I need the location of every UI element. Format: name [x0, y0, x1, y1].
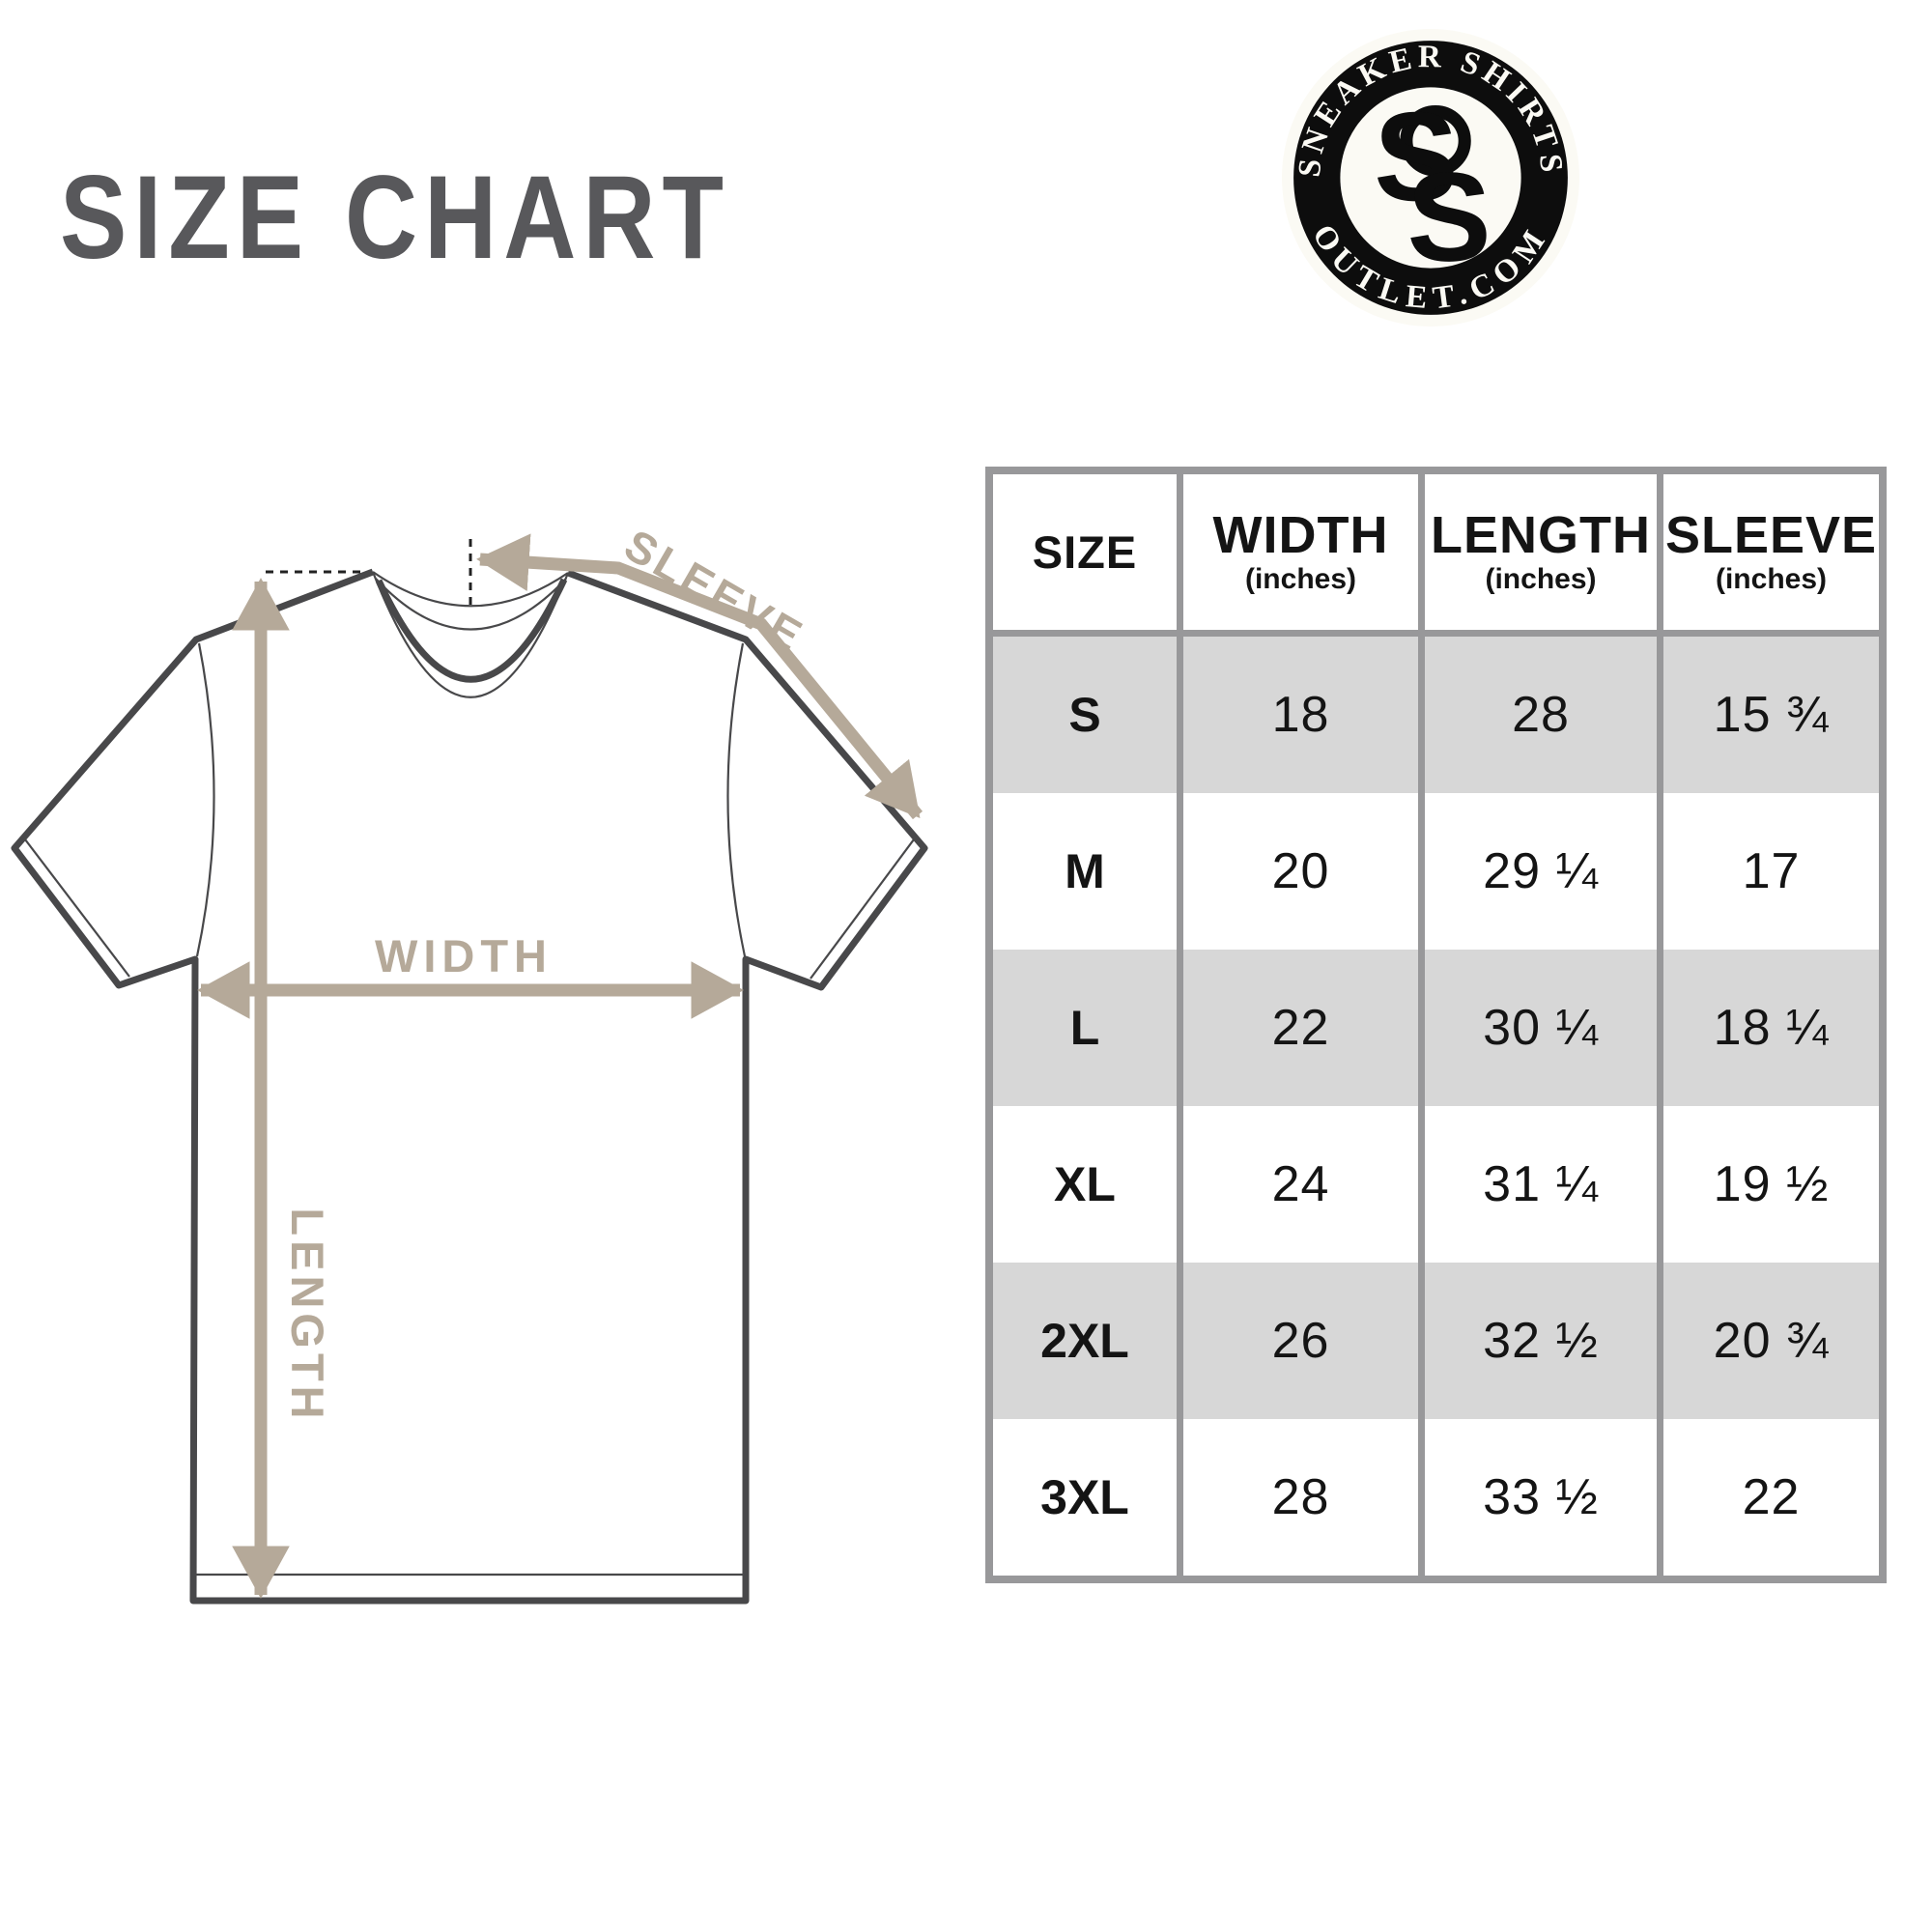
armhole-left — [195, 642, 215, 957]
table-row-m: M 20 29 ¼ 17 — [993, 793, 1879, 950]
guide-lines — [266, 539, 472, 609]
header-cell-sleeve: SLEEVE (inches) — [1663, 474, 1879, 630]
length-measure-label: LENGTH — [282, 1208, 333, 1423]
header-label: LENGTH — [1431, 506, 1651, 565]
header-sub-label: (inches) — [1715, 562, 1828, 595]
size-cell: 2XL — [993, 1263, 1177, 1419]
width-cell: 18 — [1183, 637, 1418, 793]
width-cell: 26 — [1183, 1263, 1418, 1419]
size-cell: S — [993, 637, 1177, 793]
sleeve-arrow — [476, 533, 923, 820]
length-cell: 29 ¼ — [1425, 793, 1657, 950]
monogram-s2: S — [1406, 147, 1491, 288]
width-cell: 20 — [1183, 793, 1418, 950]
width-cell: 22 — [1183, 950, 1418, 1106]
page-title: SIZE CHART — [60, 152, 730, 285]
size-cell: 3XL — [993, 1419, 1177, 1576]
size-table: SIZE WIDTH (inches) LENGTH (inches) SLEE… — [985, 467, 1887, 1583]
width-measure-label: WIDTH — [375, 930, 553, 981]
table-row-l: L 22 30 ¼ 18 ¼ — [993, 950, 1879, 1106]
width-cell: 28 — [1183, 1419, 1418, 1576]
length-cell: 32 ½ — [1425, 1263, 1657, 1419]
table-row-s: S 18 28 15 ¾ — [993, 637, 1879, 793]
monogram-o-icon — [1400, 105, 1471, 177]
header-label: WIDTH — [1212, 506, 1389, 565]
header-cell-width: WIDTH (inches) — [1183, 474, 1418, 630]
size-cell: XL — [993, 1106, 1177, 1263]
sleeve-cell: 15 ¾ — [1663, 637, 1879, 793]
sleeve-cell: 19 ½ — [1663, 1106, 1879, 1263]
width-cell: 24 — [1183, 1106, 1418, 1263]
logo-inner-disc — [1340, 87, 1521, 269]
cuff-seam-right — [810, 838, 915, 980]
table-row-xl: XL 24 31 ¼ 19 ½ — [993, 1106, 1879, 1263]
header-label: SLEEVE — [1664, 506, 1878, 565]
sleeve-cell: 17 — [1663, 793, 1879, 950]
length-cell: 31 ¼ — [1425, 1106, 1657, 1263]
brand-logo: SNEAKER SHIRTS OUTLET.COM S S — [1282, 29, 1579, 327]
header-label: SIZE — [1032, 526, 1138, 578]
header-cell-size: SIZE — [993, 474, 1177, 630]
monogram-s1: S — [1374, 86, 1458, 227]
table-header-row: SIZE WIDTH (inches) LENGTH (inches) SLEE… — [993, 474, 1879, 630]
header-sub-label: (inches) — [1244, 562, 1357, 595]
sleeve-cell: 18 ¼ — [1663, 950, 1879, 1106]
tshirt-outline — [11, 568, 928, 1605]
length-cell: 30 ¼ — [1425, 950, 1657, 1106]
length-cell: 28 — [1425, 637, 1657, 793]
length-cell: 33 ½ — [1425, 1419, 1657, 1576]
table-row-2xl: 2XL 26 32 ½ 20 ¾ — [993, 1263, 1879, 1419]
header-sub-label: (inches) — [1485, 562, 1597, 595]
table-row-3xl: 3XL 28 33 ½ 22 — [993, 1419, 1879, 1576]
tshirt-diagram: SLEEVE WIDTH LENGTH — [11, 520, 928, 1605]
measurement-arrows — [197, 533, 923, 1599]
sleeve-cell: 20 ¾ — [1663, 1263, 1879, 1419]
size-cell: M — [993, 793, 1177, 950]
sleeve-cell: 22 — [1663, 1419, 1879, 1576]
logo-monogram: S S — [1374, 86, 1491, 287]
cuff-seam-left — [24, 838, 130, 978]
size-cell: L — [993, 950, 1177, 1106]
header-cell-length: LENGTH (inches) — [1425, 474, 1657, 630]
